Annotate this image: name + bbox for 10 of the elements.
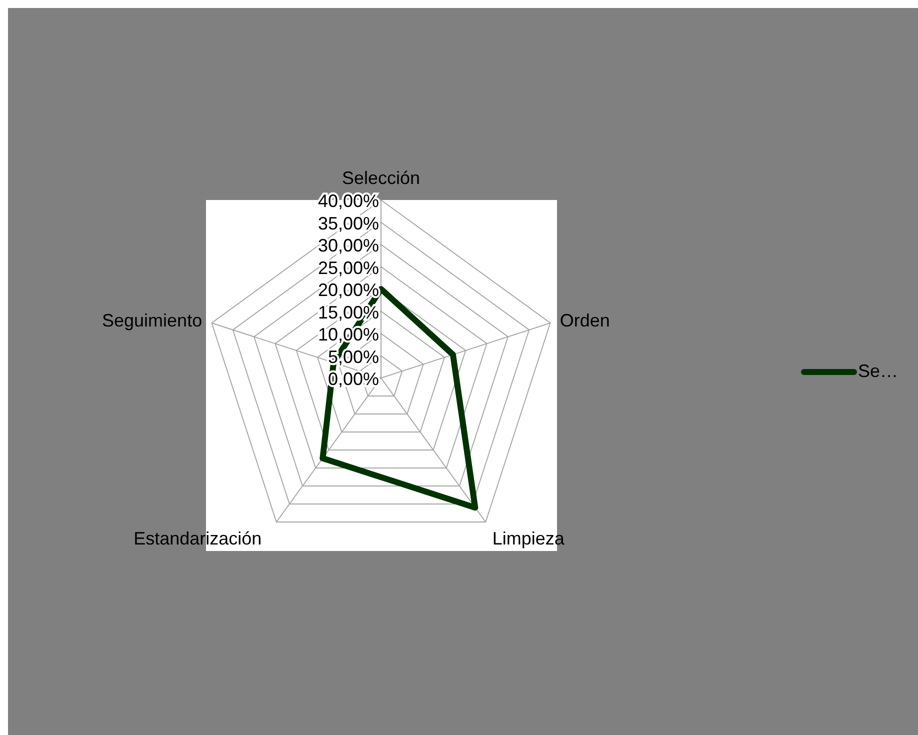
y-tick-label: 25,00% (318, 258, 379, 278)
y-tick-label: 40,00% (318, 191, 379, 211)
y-tick-label: 30,00% (318, 236, 379, 256)
spoke-label: Selección (342, 168, 420, 188)
legend-label: Se… (858, 361, 898, 382)
y-tick-label: 35,00% (318, 213, 379, 234)
spoke-label: Seguimiento (102, 310, 202, 331)
spoke-label: Limpieza (492, 528, 566, 548)
y-tick-label: 20,00% (318, 280, 379, 300)
spoke-label: Orden (560, 310, 610, 331)
